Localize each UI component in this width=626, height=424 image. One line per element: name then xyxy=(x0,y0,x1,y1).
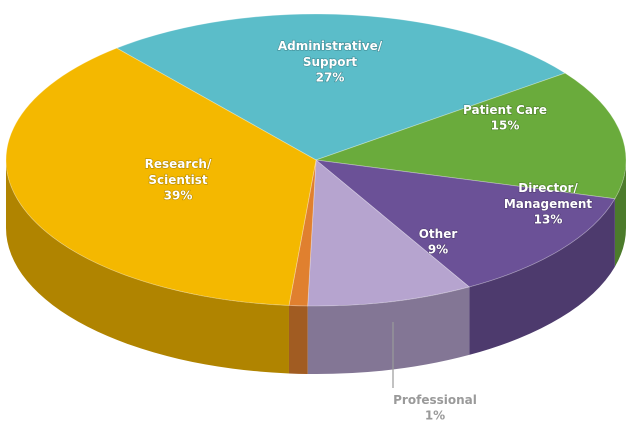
slice-label: Professional xyxy=(393,393,477,407)
value-label: 15% xyxy=(491,119,520,133)
slice xyxy=(288,159,317,307)
slice-side xyxy=(614,160,626,267)
slice-label: Director/Management xyxy=(504,181,593,211)
slice xyxy=(307,159,471,307)
slice-label: Patient Care xyxy=(463,103,547,117)
slice-label: Research/Scientist xyxy=(145,157,212,187)
slice-label: Administrative/Support xyxy=(278,39,383,69)
slice xyxy=(115,13,566,161)
slice xyxy=(314,159,616,288)
value-label: 27% xyxy=(316,71,345,85)
value-label: 13% xyxy=(534,213,563,227)
value-label: 1% xyxy=(425,409,445,423)
value-label: 9% xyxy=(428,243,448,257)
slice-side xyxy=(288,305,308,374)
slice xyxy=(315,72,626,200)
slice-label: Other xyxy=(419,227,458,241)
slice-side xyxy=(6,160,289,374)
slice-side xyxy=(307,286,470,374)
slice xyxy=(5,47,317,306)
slice-side xyxy=(469,198,615,355)
value-label: 39% xyxy=(164,189,193,203)
